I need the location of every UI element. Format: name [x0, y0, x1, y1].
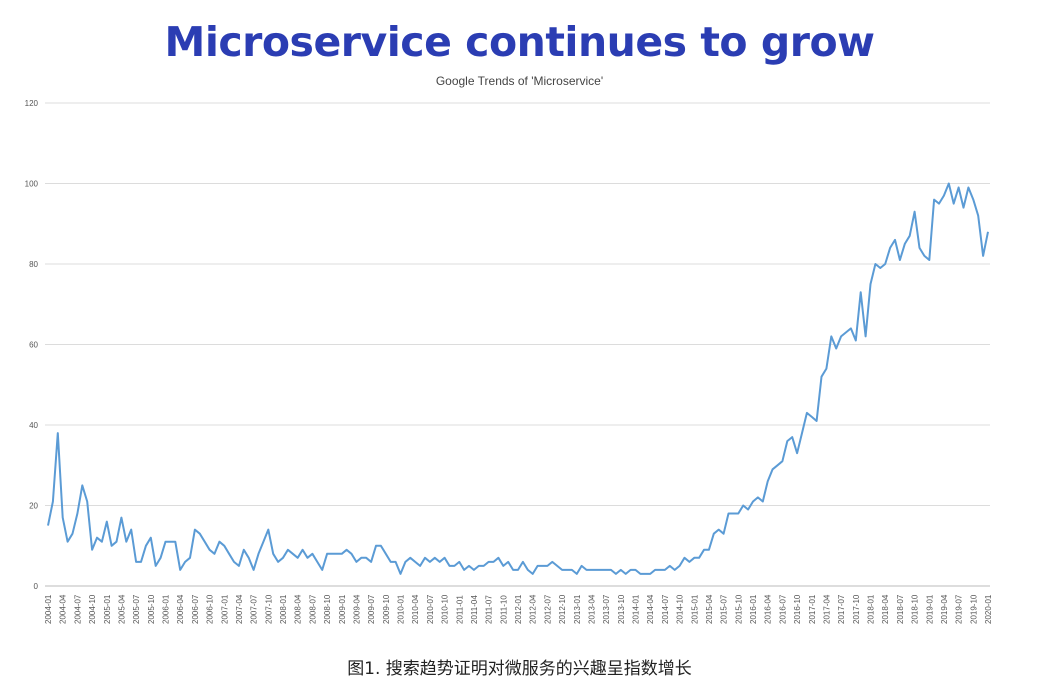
y-tick-label: 100 [25, 180, 39, 189]
x-tick-label: 2011-07 [485, 595, 494, 624]
figure-caption: 图1. 搜索趋势证明对微服务的兴趣呈指数增长 [347, 659, 692, 679]
y-tick-label: 60 [29, 341, 38, 350]
x-tick-label: 2005-01 [103, 594, 112, 624]
x-tick-label: 2018-04 [881, 594, 890, 624]
x-tick-label: 2008-01 [279, 594, 288, 624]
x-tick-label: 2016-10 [793, 594, 802, 624]
x-tick-label: 2006-04 [176, 594, 185, 624]
x-tick-label: 2020-01 [984, 594, 993, 624]
chart-subtitle: Google Trends of 'Microservice' [435, 74, 604, 88]
x-tick-label: 2019-10 [969, 594, 978, 624]
x-tick-label: 2005-04 [117, 594, 126, 624]
x-tick-label: 2004-04 [59, 594, 68, 624]
x-tick-label: 2011-01 [455, 595, 464, 624]
x-tick-label: 2012-07 [543, 594, 552, 624]
x-tick-label: 2016-04 [764, 594, 773, 624]
y-tick-label: 40 [29, 421, 38, 430]
x-tick-label: 2013-04 [587, 594, 596, 624]
x-tick-label: 2010-10 [441, 594, 450, 624]
x-tick-label: 2015-07 [720, 594, 729, 624]
x-tick-label: 2011-04 [470, 595, 479, 624]
x-tick-label: 2019-01 [925, 594, 934, 624]
x-tick-label: 2017-01 [808, 594, 817, 624]
x-tick-label: 2018-01 [867, 594, 876, 624]
x-tick-label: 2012-10 [558, 594, 567, 624]
x-tick-label: 2012-01 [514, 594, 523, 624]
x-tick-label: 2009-01 [338, 594, 347, 624]
x-tick-label: 2015-04 [705, 594, 714, 624]
x-tick-label: 2015-01 [690, 594, 699, 624]
x-tick-label: 2009-04 [352, 594, 361, 624]
x-tick-label: 2005-10 [147, 594, 156, 624]
x-tick-label: 2010-01 [397, 594, 406, 624]
x-tick-label: 2004-07 [73, 594, 82, 624]
x-tick-label: 2010-04 [411, 594, 420, 624]
x-tick-label: 2012-04 [529, 594, 538, 624]
x-tick-label: 2014-01 [632, 594, 641, 624]
x-tick-label: 2016-01 [749, 594, 758, 624]
x-tick-label: 2014-07 [661, 594, 670, 624]
x-tick-label: 2009-10 [382, 594, 391, 624]
x-tick-label: 2016-07 [778, 594, 787, 624]
x-tick-label: 2008-04 [294, 594, 303, 624]
x-tick-label: 2005-07 [132, 594, 141, 624]
x-tick-label: 2004-10 [88, 594, 97, 624]
series-line-microservice [47, 182, 989, 575]
x-tick-label: 2013-10 [617, 594, 626, 624]
x-tick-label: 2018-10 [911, 594, 920, 624]
x-tick-label: 2017-07 [837, 594, 846, 624]
x-tick-label: 2006-07 [191, 594, 200, 624]
x-tick-label: 2014-10 [676, 594, 685, 624]
x-tick-label: 2017-04 [822, 594, 831, 624]
x-tick-label: 2009-07 [367, 594, 376, 624]
x-tick-label: 2015-10 [734, 594, 743, 624]
x-tick-label: 2011-10 [499, 595, 508, 624]
x-tick-label: 2008-07 [308, 594, 317, 624]
x-tick-label: 2010-07 [426, 594, 435, 624]
x-tick-label: 2019-04 [940, 594, 949, 624]
x-tick-label: 2013-01 [573, 594, 582, 624]
x-tick-label: 2006-01 [162, 594, 171, 624]
y-tick-label: 120 [25, 99, 39, 108]
x-tick-label: 2007-10 [264, 594, 273, 624]
x-tick-label: 2004-01 [44, 594, 53, 624]
line-chart: 0 20 40 60 80 100 120 2004-01 2004-04 2004-07 2004… [25, 99, 993, 624]
x-tick-label: 2014-04 [646, 594, 655, 624]
x-tick-label: 2018-07 [896, 594, 905, 624]
y-tick-label: 80 [29, 260, 38, 269]
y-tick-label: 20 [29, 502, 38, 511]
chart-title: Microservice continues to grow [164, 18, 875, 66]
x-tick-label: 2007-01 [220, 594, 229, 624]
x-tick-label: 2007-07 [250, 594, 259, 624]
x-tick-label: 2013-07 [602, 594, 611, 624]
x-tick-label: 2006-10 [206, 594, 215, 624]
y-tick-label: 0 [34, 582, 39, 591]
x-tick-label: 2019-07 [955, 594, 964, 624]
x-tick-label: 2008-10 [323, 594, 332, 624]
x-tick-label: 2017-10 [852, 594, 861, 624]
x-tick-label: 2007-04 [235, 594, 244, 624]
